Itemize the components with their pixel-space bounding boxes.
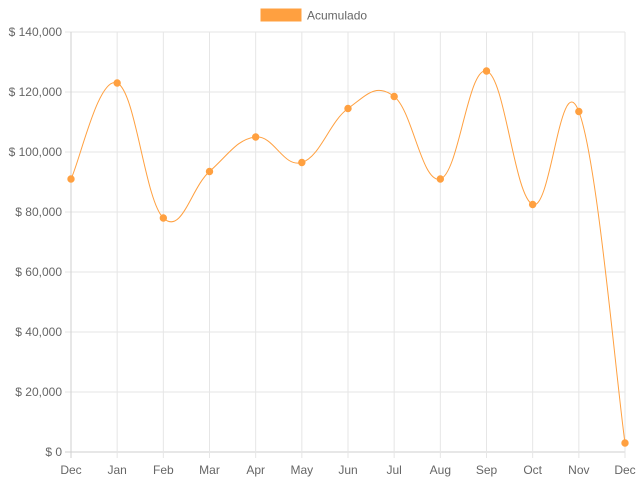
data-point[interactable]	[621, 439, 629, 447]
legend-swatch-acumulado[interactable]	[260, 8, 302, 22]
x-tick-label: Sep	[476, 463, 498, 477]
x-tick-label: Oct	[523, 463, 542, 477]
data-point[interactable]	[159, 214, 168, 222]
x-tick-label: Jan	[107, 463, 126, 477]
data-point[interactable]	[436, 175, 445, 183]
x-tick-label: May	[290, 463, 313, 477]
data-point[interactable]	[390, 92, 398, 101]
x-tick-label: Jun	[338, 463, 357, 477]
data-point[interactable]	[205, 167, 214, 176]
x-tick-label: Dec	[614, 463, 635, 477]
data-point[interactable]	[528, 200, 537, 209]
series-acumulado-points[interactable]	[67, 67, 629, 447]
x-tick-label: Nov	[568, 463, 589, 477]
chart-legend[interactable]: Acumulado	[260, 8, 367, 23]
data-point[interactable]	[298, 158, 306, 167]
data-point[interactable]	[344, 104, 352, 113]
data-point[interactable]	[113, 79, 121, 87]
y-tick-label: $ 80,000	[15, 205, 62, 219]
data-point[interactable]	[482, 67, 491, 75]
y-tick-label: $ 20,000	[15, 385, 62, 399]
x-tick-label: Mar	[199, 463, 220, 477]
y-axis-tick-labels: $ 0 $ 20,000 $ 40,000 $ 60,000 $ 80,000 $ 100…	[9, 25, 63, 459]
x-tick-label: Jul	[386, 463, 401, 477]
y-tick-label: $ 100,000	[9, 145, 63, 159]
data-point[interactable]	[251, 133, 260, 141]
y-tick-label: $ 0	[45, 445, 62, 459]
x-tick-label: Apr	[246, 463, 265, 477]
x-axis-tick-labels: Dec Jan Feb Mar Apr May Jun Jul Aug Sep Oct Nov Dec	[60, 463, 635, 477]
data-point[interactable]	[67, 175, 75, 183]
y-grid-lines	[65, 31, 625, 453]
y-tick-label: $ 60,000	[15, 265, 62, 279]
y-tick-label: $ 140,000	[9, 25, 63, 39]
x-tick-label: Feb	[153, 463, 174, 477]
data-point[interactable]	[575, 107, 583, 116]
y-tick-label: $ 120,000	[9, 85, 63, 99]
legend-label-acumulado: Acumulado	[307, 9, 367, 23]
x-tick-label: Dec	[60, 463, 81, 477]
x-grid-lines	[70, 32, 626, 458]
y-tick-label: $ 40,000	[15, 325, 62, 339]
x-tick-label: Aug	[430, 463, 451, 477]
